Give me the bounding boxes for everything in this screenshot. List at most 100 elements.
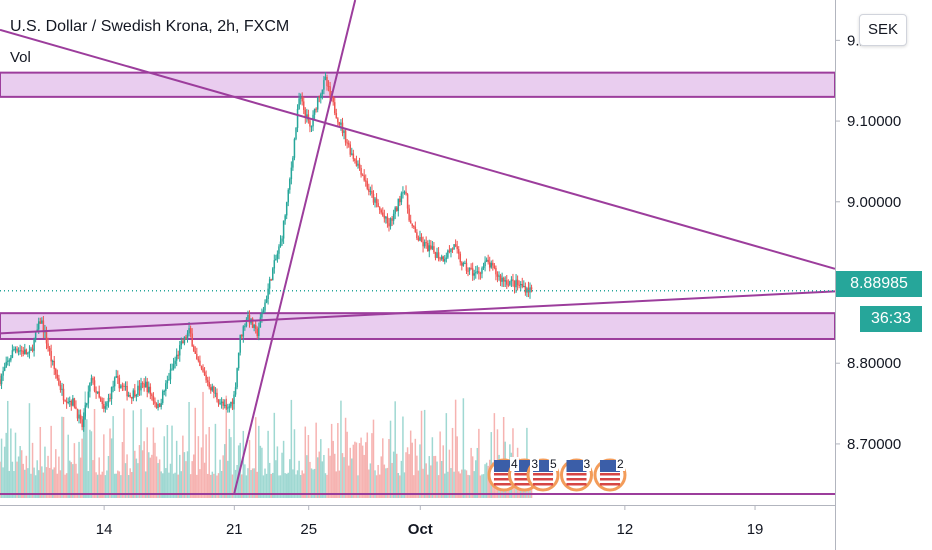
volume-bar — [61, 416, 63, 498]
volume-bar — [120, 475, 122, 498]
candle-body — [154, 401, 156, 404]
candle-body — [372, 193, 375, 203]
candle-body — [254, 325, 257, 329]
volume-bar — [471, 456, 474, 498]
candle-body — [335, 113, 338, 119]
candle-body — [146, 381, 148, 393]
candle-body — [244, 326, 246, 328]
volume-bar — [20, 450, 23, 498]
candle-body — [87, 391, 90, 404]
candle-body — [183, 336, 186, 344]
candle-body — [68, 400, 71, 402]
volume-bars — [0, 391, 533, 498]
volume-bar — [330, 423, 333, 498]
volume-bar — [259, 445, 262, 498]
candle-body — [220, 401, 223, 404]
volume-bar — [459, 473, 462, 498]
candle-body — [73, 398, 76, 407]
candle-body — [62, 388, 65, 401]
volume-bar — [53, 467, 55, 498]
candle-body — [175, 354, 178, 361]
candle-body — [298, 98, 300, 109]
volume-bar — [37, 470, 40, 498]
volume-bar — [302, 473, 305, 498]
volume-bar — [8, 470, 11, 498]
candle-body — [171, 368, 173, 370]
volume-bar — [423, 409, 426, 498]
candle-body — [394, 207, 396, 214]
candle-body — [211, 386, 214, 391]
volume-bar — [481, 474, 483, 498]
candle-body — [262, 310, 265, 314]
candle-body — [529, 287, 531, 293]
volume-bar — [0, 438, 3, 498]
volume-bar — [219, 459, 221, 498]
volume-bar — [50, 425, 52, 498]
candle-body — [89, 382, 91, 392]
volume-bar — [399, 475, 401, 498]
volume-bar — [177, 474, 179, 498]
candle-body — [513, 280, 516, 288]
volume-bar — [135, 458, 138, 498]
candle-body — [465, 262, 468, 271]
candle-body — [236, 368, 238, 388]
flag-count: 2 — [615, 457, 625, 471]
candle-body — [411, 223, 413, 226]
volume-bar — [151, 454, 153, 498]
volume-label[interactable]: Vol — [10, 49, 31, 66]
candle-body — [197, 359, 200, 361]
candle-body — [113, 377, 116, 387]
candle-body — [110, 387, 113, 399]
currency-button[interactable]: SEK — [859, 14, 907, 46]
candle-body — [179, 345, 181, 356]
volume-bar — [287, 472, 290, 498]
candle-body — [346, 142, 348, 144]
y-tick-label: 8.80000 — [847, 355, 901, 372]
candle-body — [41, 320, 43, 324]
candle-body — [326, 76, 328, 86]
candle-body — [70, 400, 73, 406]
candle-body — [172, 364, 175, 369]
volume-bar — [158, 459, 161, 498]
candle-body — [143, 383, 145, 388]
candle-body — [225, 404, 228, 409]
candle-body — [285, 202, 288, 216]
volume-bar — [372, 419, 375, 498]
candle-body — [34, 332, 37, 340]
candle-body — [14, 348, 17, 350]
candle-body — [101, 401, 104, 405]
candle-body — [96, 391, 99, 394]
volume-bar — [394, 401, 396, 498]
candle-body — [512, 279, 514, 281]
candle-body — [267, 288, 269, 299]
candle-body — [414, 226, 417, 233]
volume-bar — [241, 474, 243, 498]
candle-body — [227, 407, 229, 409]
candle-body — [270, 279, 272, 281]
candle-body — [383, 215, 386, 219]
candle-body — [413, 225, 415, 227]
candle-body — [445, 257, 448, 260]
volume-bar — [79, 457, 82, 498]
volume-bar — [268, 462, 271, 498]
volume-bar — [223, 444, 226, 498]
candle-body — [496, 274, 499, 277]
volume-bar — [335, 471, 338, 498]
volume-bar — [39, 426, 42, 498]
volume-bar — [138, 445, 141, 498]
volume-bar — [310, 468, 313, 498]
candle-body — [72, 398, 74, 406]
volume-bar — [143, 441, 145, 498]
volume-bar — [211, 471, 214, 498]
volume-bar — [457, 471, 460, 498]
candle-body — [481, 268, 483, 274]
candle-body — [368, 188, 370, 192]
flag-stripe — [533, 473, 554, 476]
candle-body — [355, 161, 358, 166]
candle-body — [76, 408, 79, 419]
volume-bar — [106, 470, 108, 498]
candle-body — [478, 271, 480, 274]
volume-bar — [375, 475, 378, 498]
